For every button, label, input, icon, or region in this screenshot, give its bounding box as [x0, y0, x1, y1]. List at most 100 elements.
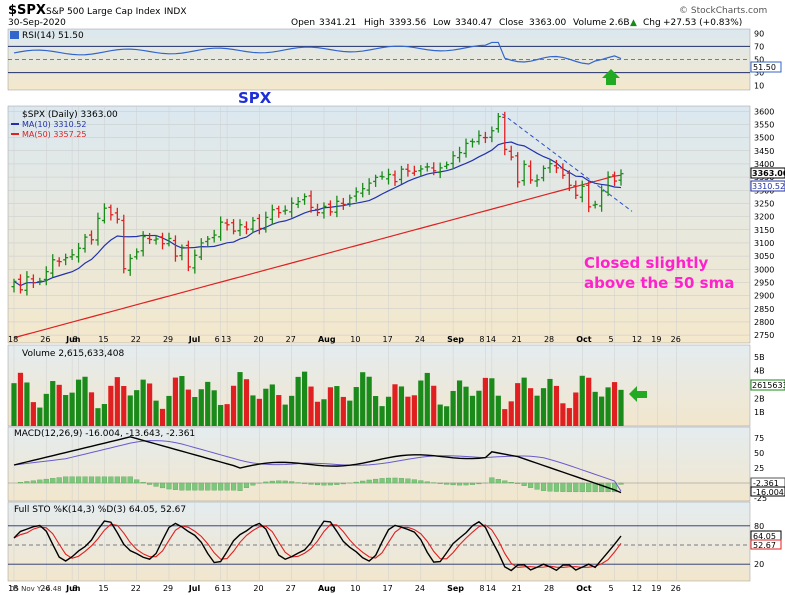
volume-bar	[456, 380, 463, 426]
price-axis-tick: 2900	[754, 292, 774, 301]
chg-arrow: ▲	[630, 18, 637, 28]
volume-bar	[605, 387, 611, 426]
macd-histogram-bar	[224, 482, 230, 491]
date-tick-label: 8	[73, 335, 78, 344]
volume-bar	[269, 384, 275, 426]
date-tick-label-bottom: 27	[286, 584, 296, 593]
volume-bar	[69, 392, 75, 426]
volume-bar	[127, 395, 133, 426]
macd-histogram-bar	[437, 482, 443, 484]
macd-histogram-bar	[308, 482, 314, 485]
macd-histogram-bar	[179, 482, 185, 491]
volume-bar	[37, 407, 43, 426]
volume-bar	[579, 375, 585, 426]
volume-plot	[11, 371, 624, 426]
date-tick-label: Oct	[576, 335, 592, 344]
volume-bar	[11, 383, 17, 426]
volume-bar	[489, 378, 495, 426]
macd-axis-tick: -25	[754, 494, 767, 503]
volume-bar	[43, 393, 49, 426]
date-tick-label-bottom: 17	[383, 584, 393, 593]
macd-histogram-bar	[127, 476, 133, 484]
volume-bar	[30, 402, 36, 426]
volume-bar	[463, 386, 469, 426]
macd-histogram-bar	[579, 482, 585, 493]
macd-histogram-bar	[353, 481, 359, 484]
macd-histogram-bar	[599, 482, 605, 493]
rsi-axis-tick: 10	[754, 82, 764, 91]
date-tick-label-bottom: 12	[632, 584, 642, 593]
rsi-value-tag-box	[750, 61, 782, 73]
volume-bar	[147, 383, 153, 426]
date-tick-label: 17	[383, 335, 393, 344]
sto-tag1: 64.05	[753, 532, 776, 541]
macd-axis-tick: 50	[754, 449, 764, 458]
volume-bar	[17, 372, 24, 426]
macd-histogram-bar	[340, 482, 346, 485]
date-tick-label-bottom: 29	[163, 584, 173, 593]
volume-bar	[56, 384, 62, 426]
macd-histogram-bar	[411, 479, 417, 484]
macd-histogram-bar	[30, 480, 36, 484]
ma10-tag: 3310.52	[752, 182, 785, 191]
macd-histogram-bar	[198, 482, 204, 491]
volume-bar	[237, 372, 243, 426]
macd-histogram-bar	[489, 477, 495, 484]
volume-bar	[553, 385, 560, 426]
volume-bar	[289, 395, 295, 426]
close-tag-box	[750, 167, 785, 179]
macd-histogram-bar	[37, 479, 43, 484]
macd-histogram-bar	[50, 478, 56, 484]
date-tick-label: 18	[8, 335, 18, 344]
rsi-legend-swatch	[10, 31, 19, 39]
macd-histogram-bar	[398, 478, 404, 484]
volume-bar	[153, 400, 159, 426]
rsi-axis-tick: 90	[754, 29, 764, 38]
volume-bar	[63, 395, 69, 426]
annotation-line-2: above the 50 sma	[584, 274, 734, 292]
volume-bar	[179, 376, 185, 426]
volume-bar	[263, 388, 269, 426]
macd-histogram-bar	[205, 482, 211, 491]
open-value: 3341.21	[319, 18, 356, 28]
macd-histogram-bar	[424, 481, 430, 484]
macd-histogram-bar	[95, 476, 101, 484]
date-tick-label: Jul	[188, 335, 201, 344]
macd-histogram-bar	[231, 482, 237, 491]
date-tick-label-bottom: 8	[479, 584, 484, 593]
macd-histogram-bar	[282, 480, 288, 484]
volume-bar	[586, 377, 592, 426]
date-tick-label-bottom: 14	[486, 584, 496, 593]
volume-bar	[185, 389, 191, 426]
rsi-label: RSI(14) 51.50	[22, 31, 84, 41]
date-tick-label: 6	[215, 335, 220, 344]
macd-histogram-bar	[392, 477, 398, 484]
volume-bar	[114, 377, 120, 426]
volume-bar	[527, 388, 534, 426]
volume-bar	[121, 385, 127, 426]
chg-label: Chg	[643, 18, 661, 28]
sto-k-line	[13, 520, 622, 572]
volume-bar	[75, 379, 82, 426]
macd-tag2-box	[750, 486, 785, 497]
macd-histogram-bar	[185, 482, 191, 491]
date-tick-label-bottom: Sep	[447, 584, 464, 593]
macd-histogram-bar	[263, 481, 269, 484]
volume-bar	[547, 378, 553, 426]
grid-lines	[8, 106, 750, 581]
volume-bar	[50, 381, 56, 426]
rsi-up-arrow-icon	[602, 69, 620, 85]
date-tick-label: 5	[609, 335, 614, 344]
exchange: INDX	[164, 7, 186, 17]
volume-bar	[534, 395, 540, 426]
spx-overlay-label: SPX	[238, 89, 272, 107]
volume-bar	[482, 377, 488, 426]
volume-bar	[379, 406, 385, 426]
date-tick-label: 28	[544, 335, 554, 344]
macd-histogram-bar	[289, 481, 295, 484]
footer-note: 05 Nov Y -4.48	[10, 585, 62, 593]
symbol: $SPX	[8, 3, 46, 18]
macd-histogram-bar	[379, 478, 385, 484]
macd-histogram-bar	[586, 482, 592, 493]
